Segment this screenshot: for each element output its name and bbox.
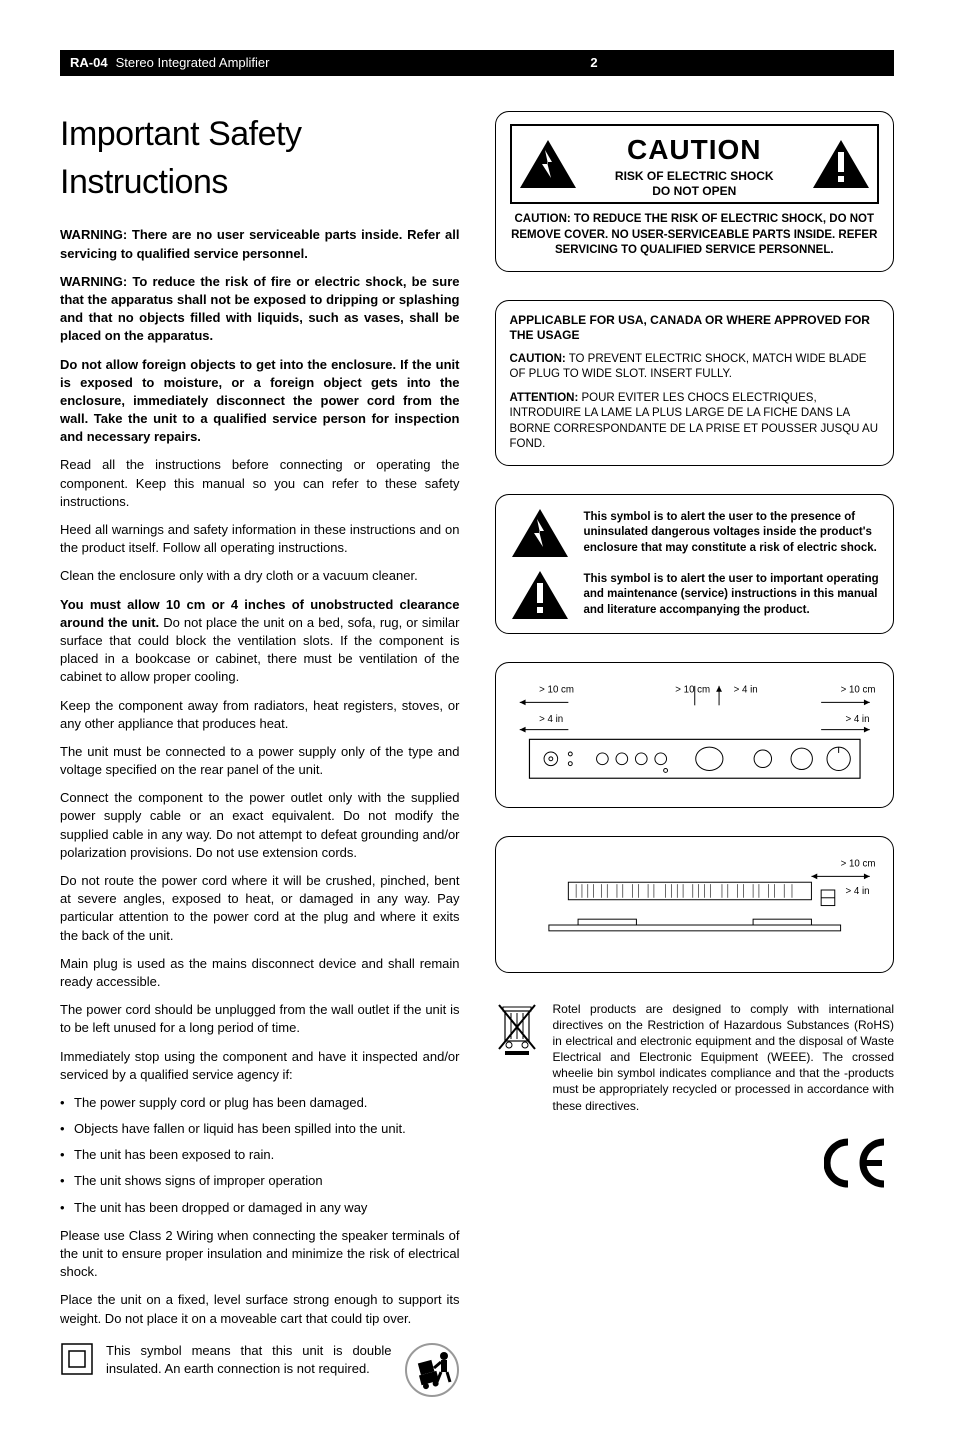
clearance-front-box: > 10 cm > 10 cm > 4 in > 10 cm > 4 in > …: [495, 662, 895, 808]
list-item: The unit shows signs of improper operati…: [60, 1172, 460, 1190]
clearance-front-diagram: > 10 cm > 10 cm > 4 in > 10 cm > 4 in > …: [510, 681, 880, 788]
clearance-label: > 10 cm: [840, 859, 875, 870]
usa-box: APPLICABLE FOR USA, CANADA OR WHERE APPR…: [495, 300, 895, 466]
clearance-label: > 4 in: [733, 685, 757, 696]
para-clearance: You must allow 10 cm or 4 inches of unob…: [60, 596, 460, 687]
cart-tipping-icon: [404, 1342, 460, 1398]
usa-caution-fr: ATTENTION: POUR EVITER LES CHOCS ELECTRI…: [510, 391, 880, 453]
left-column: Important Safety Instructions WARNING: T…: [60, 111, 460, 1398]
header-bar: RA-04 Stereo Integrated Amplifier 2: [60, 50, 894, 76]
para-read-instructions: Read all the instructions before connect…: [60, 456, 460, 511]
rohs-text: Rotel products are designed to comply wi…: [553, 1001, 895, 1114]
clearance-label: > 10 cm: [840, 685, 875, 696]
exclamation-triangle-icon: [811, 138, 871, 190]
list-item: The unit has been exposed to rain.: [60, 1146, 460, 1164]
page-number: 2: [574, 50, 614, 76]
para-stop-using: Immediately stop using the component and…: [60, 1048, 460, 1084]
clearance-label: > 10 cm: [539, 685, 574, 696]
caution-header: CAUTION RISK OF ELECTRIC SHOCK DO NOT OP…: [510, 124, 880, 204]
rohs-row: Rotel products are designed to comply wi…: [495, 1001, 895, 1114]
symbol-excl-text: This symbol is to alert the user to impo…: [584, 572, 880, 619]
lightning-triangle-icon: [518, 138, 578, 190]
caution-sub2: DO NOT OPEN: [578, 184, 812, 198]
header-description: Stereo Integrated Amplifier: [116, 54, 270, 72]
ce-mark-icon: [495, 1138, 895, 1205]
para-power-type: The unit must be connected to a power su…: [60, 743, 460, 779]
usa-en-label: CAUTION:: [510, 353, 566, 365]
warning-1: WARNING: There are no user serviceable p…: [60, 226, 460, 262]
list-item: The power supply cord or plug has been d…: [60, 1094, 460, 1112]
usa-fr-label: ATTENTION:: [510, 392, 579, 404]
clearance-rear-box: > 10 cm > 4 in: [495, 836, 895, 972]
clearance-label: > 4 in: [845, 714, 869, 725]
para-heed-warnings: Heed all warnings and safety information…: [60, 521, 460, 557]
right-column: CAUTION RISK OF ELECTRIC SHOCK DO NOT OP…: [495, 111, 895, 1398]
double-insulated-text: This symbol means that this unit is doub…: [106, 1342, 392, 1378]
double-insulated-row: This symbol means that this unit is doub…: [60, 1342, 460, 1398]
list-item: Objects have fallen or liquid has been s…: [60, 1120, 460, 1138]
para-main-plug: Main plug is used as the mains disconnec…: [60, 955, 460, 991]
list-item: The unit has been dropped or damaged in …: [60, 1199, 460, 1217]
warning-3: Do not allow foreign objects to get into…: [60, 356, 460, 447]
symbol-box: This symbol is to alert the user to the …: [495, 494, 895, 634]
clearance-label: > 4 in: [539, 714, 563, 725]
header-model: RA-04: [70, 54, 108, 72]
para-unplug: The power cord should be unplugged from …: [60, 1001, 460, 1037]
caution-box: CAUTION RISK OF ELECTRIC SHOCK DO NOT OP…: [495, 111, 895, 272]
clearance-rear-diagram: > 10 cm > 4 in: [510, 855, 880, 952]
para-placement: Place the unit on a fixed, level surface…: [60, 1291, 460, 1327]
symbol-bolt-text: This symbol is to alert the user to the …: [584, 510, 880, 557]
page-title: Important Safety Instructions: [60, 111, 460, 206]
para-heat: Keep the component away from radiators, …: [60, 697, 460, 733]
caution-sub1: RISK OF ELECTRIC SHOCK: [578, 169, 812, 183]
damage-list: The power supply cord or plug has been d…: [60, 1094, 460, 1217]
exclamation-triangle-icon: [510, 569, 570, 621]
caution-body-text: CAUTION: TO REDUCE THE RISK OF ELECTRIC …: [510, 212, 880, 259]
warning-2: WARNING: To reduce the risk of fire or e…: [60, 273, 460, 346]
weee-bin-icon: [495, 1001, 539, 1057]
para-cord-route: Do not route the power cord where it wil…: [60, 872, 460, 945]
clearance-label: > 10 cm: [675, 685, 710, 696]
caution-title: CAUTION: [578, 130, 812, 169]
usa-title: APPLICABLE FOR USA, CANADA OR WHERE APPR…: [510, 313, 880, 344]
clearance-label: > 4 in: [845, 886, 869, 897]
usa-caution-en: CAUTION: TO PREVENT ELECTRIC SHOCK, MATC…: [510, 352, 880, 383]
double-insulated-icon: [60, 1342, 94, 1376]
para-class2: Please use Class 2 Wiring when connectin…: [60, 1227, 460, 1282]
para-clean: Clean the enclosure only with a dry clot…: [60, 567, 460, 585]
para-power-cable: Connect the component to the power outle…: [60, 789, 460, 862]
lightning-triangle-icon: [510, 507, 570, 559]
